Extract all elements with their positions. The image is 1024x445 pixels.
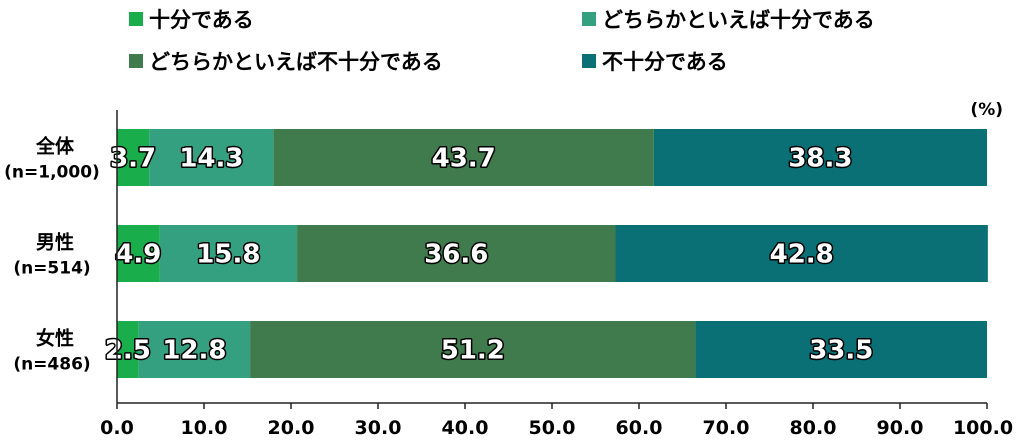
data-label: 51.2 <box>441 336 505 366</box>
bar-segment <box>138 321 251 378</box>
unit-label: (%) <box>970 100 1003 120</box>
bar-segment <box>297 225 616 282</box>
bar-segment <box>250 321 696 378</box>
bar-segment <box>273 129 654 186</box>
category-label: 全体 <box>35 135 75 158</box>
x-tick-label: 20.0 <box>268 417 315 439</box>
data-label: 2.5 <box>105 336 151 366</box>
category-n-label: (n=514) <box>13 259 90 279</box>
bar-segment <box>117 225 160 282</box>
data-label: 43.7 <box>432 144 496 174</box>
x-tick-label: 10.0 <box>181 417 228 439</box>
category-label: 女性 <box>36 327 74 350</box>
data-label: 4.9 <box>115 240 161 270</box>
x-tick-label: 30.0 <box>355 417 402 439</box>
bar-segment <box>695 321 987 378</box>
x-tick-label: 80.0 <box>790 417 837 439</box>
category-n-label: (n=486) <box>13 355 90 375</box>
bar-segment <box>653 129 987 186</box>
x-tick-label: 0.0 <box>100 417 134 439</box>
category-n-label: (n=1,000) <box>4 163 100 183</box>
data-label: 33.5 <box>809 336 873 366</box>
category-labels: 全体 (n=1,000) 男性 (n=514) 女性 (n=486) <box>4 135 100 375</box>
x-tick-label: 60.0 <box>616 417 663 439</box>
legend-swatch <box>582 12 596 26</box>
data-label: 36.6 <box>424 240 488 270</box>
bar-segment <box>117 129 150 186</box>
legend-label: どちらかといえば十分である <box>602 8 875 32</box>
legend-swatch <box>129 54 143 68</box>
x-tick-label: 50.0 <box>529 417 576 439</box>
data-label: 12.8 <box>162 336 226 366</box>
x-tick-label: 40.0 <box>442 417 489 439</box>
data-label: 14.3 <box>179 144 243 174</box>
bar-segment <box>159 225 298 282</box>
x-tick-label: 70.0 <box>703 417 750 439</box>
legend-label: 十分である <box>149 8 254 32</box>
data-label: 15.8 <box>196 240 260 270</box>
bar-segment <box>615 225 988 282</box>
data-label: 38.3 <box>788 144 852 174</box>
legend-label: 不十分である <box>602 50 728 74</box>
legend-swatch <box>582 54 596 68</box>
x-tick-label: 90.0 <box>877 417 924 439</box>
bars: 3.7 14.3 43.7 38.34.9 15.8 36.6 42.82.5 12.8 51.… <box>103 129 988 378</box>
x-axis: 0.0 10.0 20.0 30.0 40.0 50.0 60.0 70.0 80.0 90.0 1… <box>100 110 1013 439</box>
category-label: 男性 <box>36 231 74 254</box>
bar-segment <box>149 129 274 186</box>
data-label: 42.8 <box>770 240 834 270</box>
legend-swatch <box>129 12 143 26</box>
x-tick-label: 100.0 <box>953 417 1013 439</box>
legend-label: どちらかといえば不十分である <box>149 50 443 74</box>
bar-segment <box>117 321 139 378</box>
